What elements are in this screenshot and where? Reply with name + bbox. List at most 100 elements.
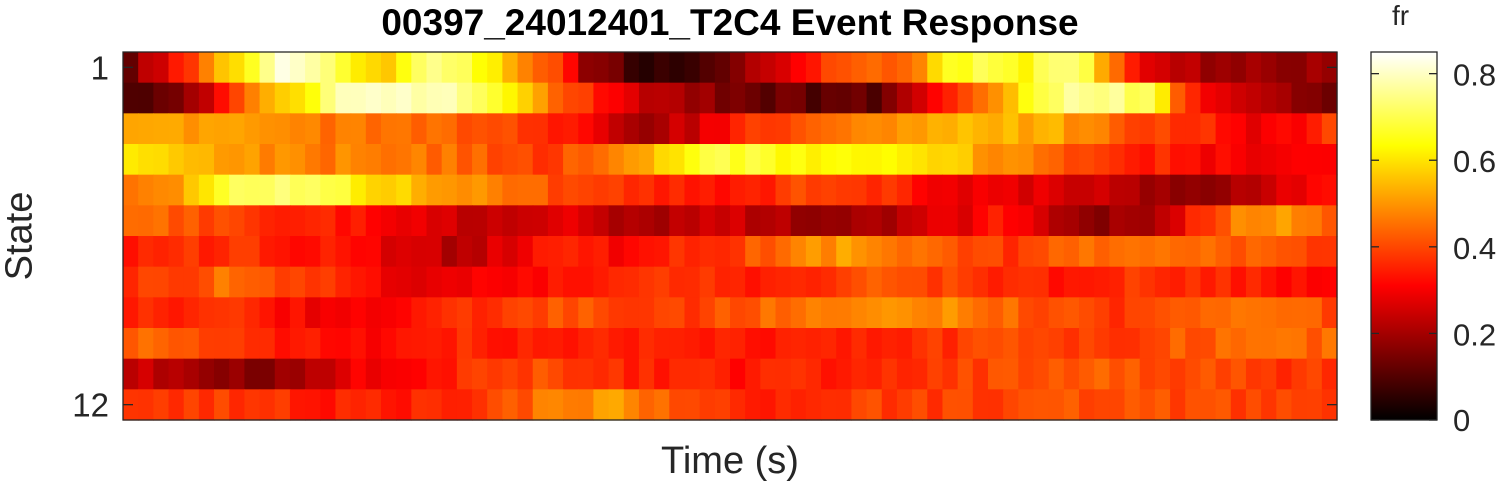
heatmap-cell xyxy=(1139,328,1156,360)
heatmap-cell xyxy=(426,113,443,145)
heatmap-cell xyxy=(957,144,974,176)
heatmap-cell xyxy=(987,358,1004,390)
heatmap-cell xyxy=(623,236,640,268)
heatmap-cell xyxy=(851,82,868,114)
heatmap-cell xyxy=(365,174,382,206)
heatmap-cell xyxy=(851,328,868,360)
heatmap-cell xyxy=(578,328,595,360)
heatmap-cell xyxy=(1306,297,1323,329)
heatmap-cell xyxy=(654,113,670,145)
heatmap-cell xyxy=(563,358,579,390)
heatmap-cell xyxy=(836,328,853,360)
heatmap-cell xyxy=(654,236,670,268)
heatmap-cell xyxy=(365,389,382,421)
heatmap-cell xyxy=(1048,82,1065,114)
heatmap-cell xyxy=(502,82,519,114)
heatmap-cell xyxy=(547,236,564,268)
heatmap-cell xyxy=(1200,266,1217,298)
heatmap-cell xyxy=(821,266,837,298)
heatmap-cell xyxy=(259,174,276,206)
heatmap-cell xyxy=(1048,174,1065,206)
heatmap-cell xyxy=(684,328,701,360)
heatmap-cell xyxy=(183,389,200,421)
heatmap-cell xyxy=(411,297,428,329)
heatmap-cell xyxy=(1245,205,1262,237)
heatmap-cell xyxy=(441,205,458,237)
heatmap-cell xyxy=(1124,236,1141,268)
heatmap-cell xyxy=(456,205,473,237)
heatmap-cell xyxy=(1291,82,1308,114)
heatmap-cell xyxy=(578,389,595,421)
heatmap-cell xyxy=(365,144,382,176)
heatmap-cell xyxy=(380,174,397,206)
heatmap-cell xyxy=(1139,358,1156,390)
heatmap-cell xyxy=(1063,174,1080,206)
heatmap-cell xyxy=(563,328,579,360)
heatmap-cell xyxy=(1291,297,1308,329)
heatmap-cell xyxy=(836,82,853,114)
heatmap-cell xyxy=(532,358,549,390)
heatmap-cell xyxy=(1124,266,1141,298)
heatmap-cell xyxy=(1200,389,1217,421)
heatmap-cell xyxy=(608,174,625,206)
heatmap-cell xyxy=(1321,266,1338,298)
heatmap-cell xyxy=(183,328,200,360)
heatmap-cell xyxy=(593,82,610,114)
heatmap-cell xyxy=(912,144,928,176)
heatmap-cell xyxy=(1033,297,1050,329)
heatmap-cell xyxy=(699,174,716,206)
heatmap-cell xyxy=(1276,389,1293,421)
heatmap-cell xyxy=(912,52,928,84)
heatmap-cell xyxy=(456,144,473,176)
heatmap-cell xyxy=(760,52,777,84)
heatmap-cell xyxy=(456,82,473,114)
heatmap-cell xyxy=(775,297,792,329)
heatmap-cell xyxy=(987,389,1004,421)
heatmap-cell xyxy=(1018,358,1035,390)
heatmap-cell xyxy=(456,52,473,84)
heatmap-cell xyxy=(623,358,640,390)
heatmap-cell xyxy=(1276,328,1293,360)
heatmap-cell xyxy=(350,205,367,237)
heatmap-cell xyxy=(1109,205,1126,237)
heatmap-cell xyxy=(138,52,154,84)
heatmap-cell xyxy=(699,113,716,145)
heatmap-cell xyxy=(1321,328,1338,360)
heatmap-cell xyxy=(1154,52,1171,84)
heatmap-cell xyxy=(487,266,503,298)
heatmap-cell xyxy=(972,82,989,114)
heatmap-cell xyxy=(1018,205,1035,237)
heatmap-cell xyxy=(1170,52,1186,84)
heatmap-cell xyxy=(684,174,701,206)
heatmap-cell xyxy=(502,328,519,360)
heatmap-cell xyxy=(896,205,913,237)
heatmap-cell xyxy=(1261,236,1277,268)
heatmap-cell xyxy=(365,205,382,237)
heatmap-cell xyxy=(168,82,185,114)
heatmap-cell xyxy=(1291,236,1308,268)
heatmap-cell xyxy=(1109,297,1126,329)
heatmap-cell xyxy=(426,52,443,84)
heatmap-cell xyxy=(1215,113,1232,145)
heatmap-cell xyxy=(866,144,883,176)
heatmap-cell xyxy=(472,144,488,176)
heatmap-cell xyxy=(805,174,822,206)
heatmap-cell xyxy=(669,236,686,268)
heatmap-cell xyxy=(365,82,382,114)
heatmap-cell xyxy=(699,297,716,329)
heatmap-cell xyxy=(183,297,200,329)
heatmap-cell xyxy=(942,52,959,84)
heatmap-cell xyxy=(532,144,549,176)
heatmap-cell xyxy=(912,328,928,360)
heatmap-cell xyxy=(198,328,215,360)
heatmap-cell xyxy=(1200,236,1217,268)
heatmap-cell xyxy=(168,389,185,421)
heatmap-cell xyxy=(229,266,246,298)
heatmap-cell xyxy=(1139,174,1156,206)
heatmap-cell xyxy=(957,389,974,421)
heatmap-cell xyxy=(805,389,822,421)
heatmap-cell xyxy=(578,52,595,84)
heatmap-cell xyxy=(896,144,913,176)
heatmap-cell xyxy=(244,144,261,176)
heatmap-cell xyxy=(1003,266,1019,298)
